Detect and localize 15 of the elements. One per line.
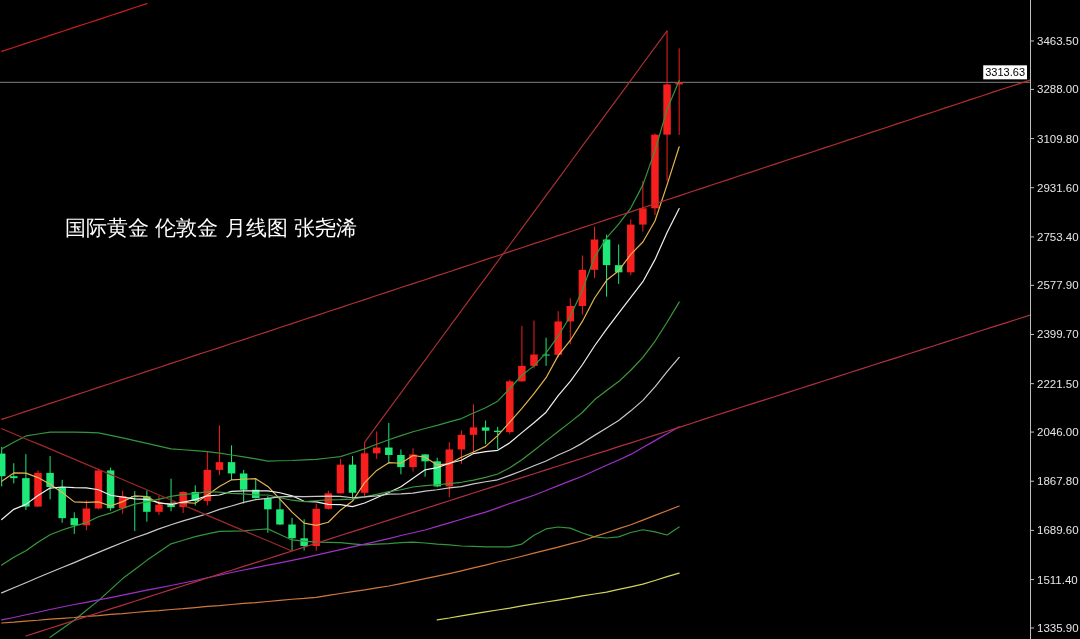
text: 国际黄金 伦敦金 月线图 张尧浠 [64, 216, 358, 241]
y-tick-label: 1867.80 [1037, 475, 1079, 488]
y-tick-label: 2221.50 [1037, 377, 1079, 390]
y-tick-label: 3463.50 [1037, 34, 1079, 47]
y-tick-label: 2577.90 [1037, 279, 1079, 292]
y-tick-label: 1335.90 [1037, 621, 1079, 634]
y-tick-label: 1511.40 [1037, 573, 1078, 586]
y-tick-label: 2399.70 [1037, 328, 1079, 341]
y-tick-label: 3109.80 [1037, 132, 1079, 145]
y-tick-label: 2753.40 [1037, 230, 1079, 243]
y-tick-label: 2046.00 [1037, 426, 1079, 439]
ref-line-label: 3313.63 [983, 65, 1027, 80]
y-tick-label: 3288.00 [1037, 83, 1079, 96]
y-tick-label: 1689.60 [1037, 524, 1079, 537]
y-tick-label: 2931.60 [1037, 181, 1079, 194]
